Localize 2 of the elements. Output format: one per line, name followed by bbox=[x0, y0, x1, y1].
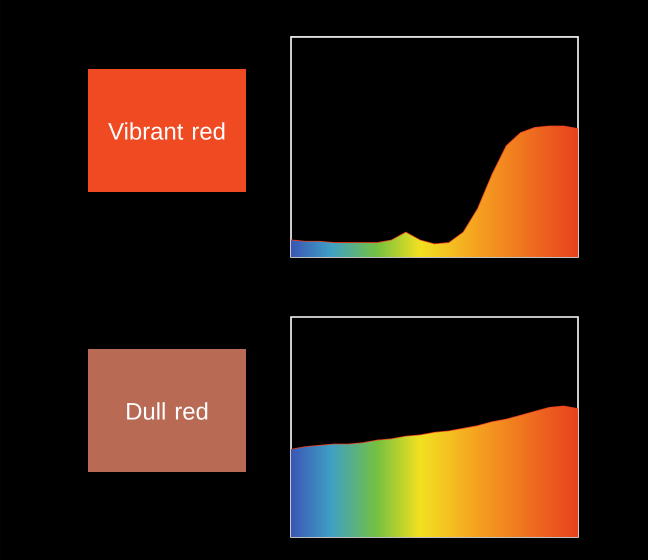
chart-title: Dull red bbox=[127, 402, 208, 420]
chart-title: Vibrant red bbox=[108, 122, 224, 140]
